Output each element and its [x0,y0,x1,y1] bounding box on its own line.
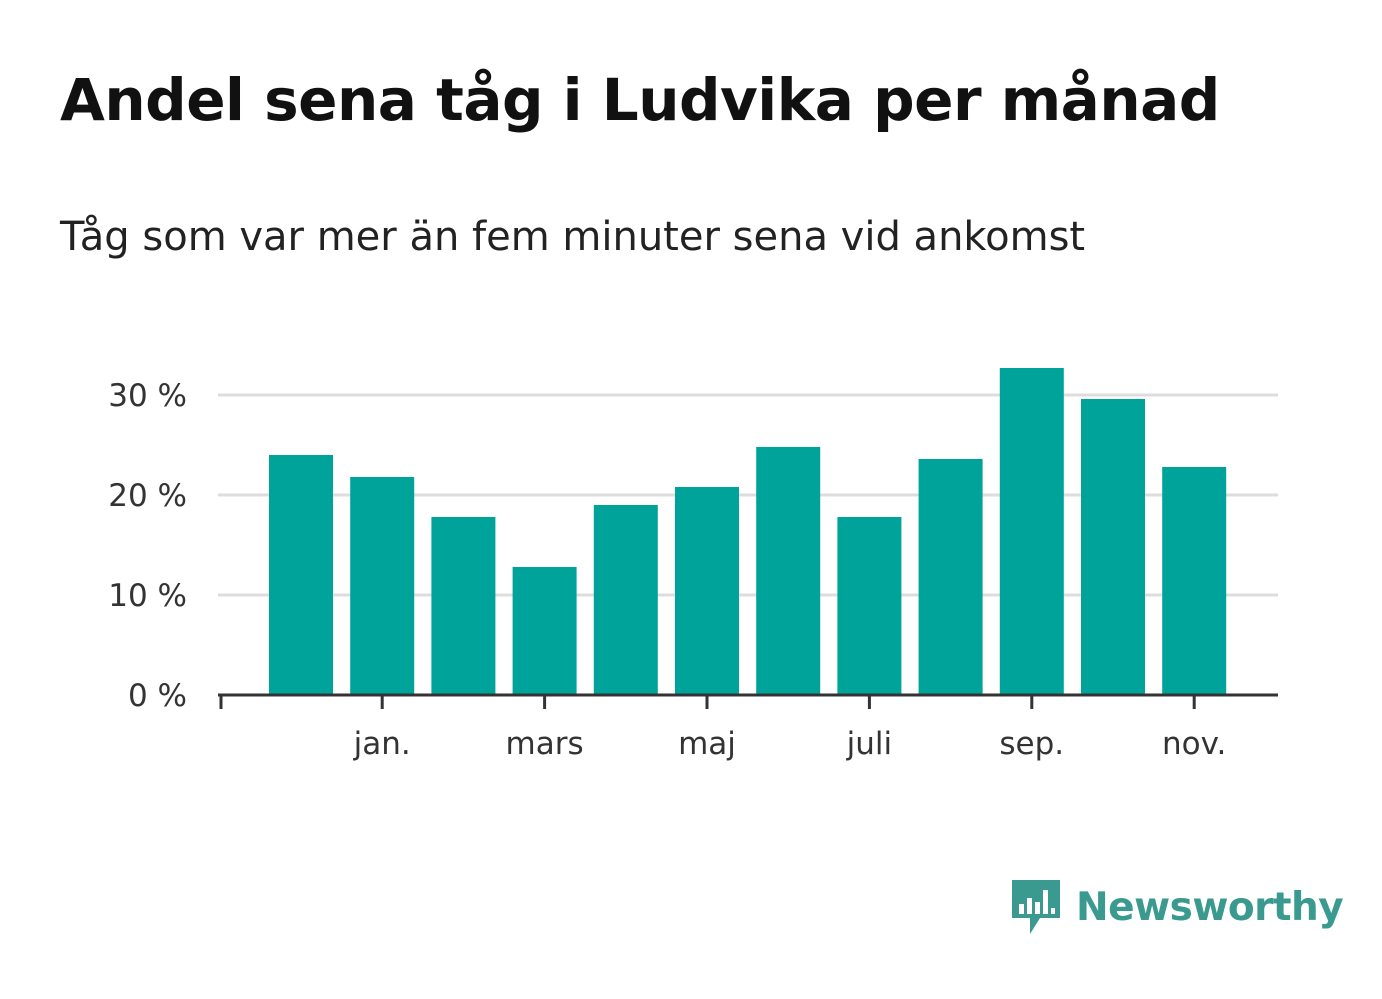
bar [269,455,333,695]
brand-logo: Newsworthy [1010,878,1344,936]
bar [512,567,577,695]
x-tick-label: juli [846,726,893,762]
bar [675,487,739,695]
bar [431,517,496,695]
x-tick-label: sep. [999,726,1064,762]
bar [756,447,821,695]
x-tick-label: maj [678,726,736,762]
bars-layer [269,368,1227,695]
y-tick-label: 20 % [108,478,187,514]
bar [593,505,658,695]
chart-title: Andel sena tåg i Ludvika per månad [60,66,1220,134]
bar [918,459,983,695]
brand-name: Newsworthy [1076,884,1344,930]
bar [1081,399,1145,695]
y-tick-label: 10 % [108,578,187,614]
bar [1162,467,1227,695]
x-tick-label: nov. [1162,726,1226,762]
x-tick-label: jan. [353,726,411,762]
chart-subtitle: Tåg som var mer än fem minuter sena vid … [60,214,1086,260]
axis-layer: 0 % 10 % 20 % 30 % jan. mars maj juli sep. nov. [108,378,1278,762]
y-tick-label: 0 % [128,678,187,714]
y-tick-label: 30 % [108,378,187,414]
bar [350,477,415,695]
newsworthy-logo-icon [1012,880,1060,934]
bar [999,368,1064,695]
x-tick-label: mars [506,726,584,762]
bar [837,517,902,695]
